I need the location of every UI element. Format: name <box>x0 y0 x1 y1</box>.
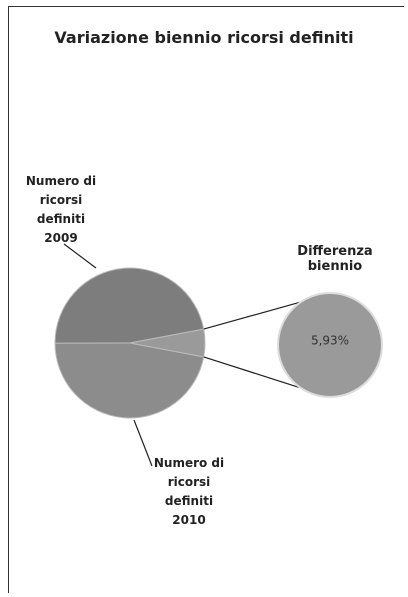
leader-line <box>133 419 153 467</box>
data-label: 5,93% <box>311 334 349 348</box>
pie-slice <box>54 342 205 419</box>
chart-frame <box>8 6 404 593</box>
pie-slice <box>54 267 205 344</box>
secondary-pie <box>277 292 383 398</box>
secondary-pie-title: Differenza biennio <box>297 244 373 274</box>
leader-line <box>63 243 97 269</box>
chart-title: Variazione biennio ricorsi definiti <box>54 28 354 47</box>
connector-line <box>203 301 302 330</box>
slice-label: Numero di ricorsi definiti 2009 <box>25 174 97 245</box>
slice-label: Numero di ricorsi definiti 2010 <box>153 456 225 527</box>
pie-slice <box>129 328 206 358</box>
connector-line <box>203 356 302 389</box>
